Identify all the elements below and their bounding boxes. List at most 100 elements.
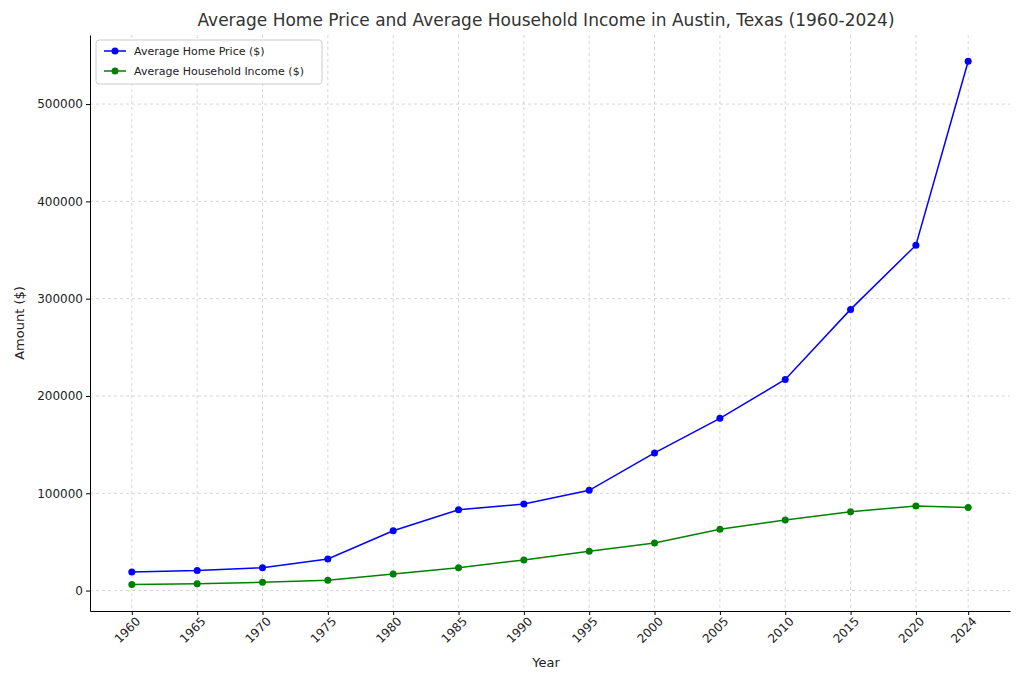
legend: Average Home Price ($) Average Household … xyxy=(96,40,322,84)
series-marker xyxy=(586,487,593,494)
grid-line-x xyxy=(131,35,132,611)
series-marker xyxy=(912,502,919,509)
series-marker xyxy=(324,577,331,584)
series-marker xyxy=(128,581,135,588)
plot-area: 1960 1965 1970 1975 1980 1985 1990 1995 2000 2005… xyxy=(37,35,1010,646)
grid-line-x xyxy=(523,35,524,611)
x-tick: 2015 xyxy=(830,611,861,646)
x-tick: 1965 xyxy=(177,611,208,646)
series-marker xyxy=(194,580,201,587)
y-tick-label: 400000 xyxy=(37,195,83,209)
x-tick-label: 1970 xyxy=(242,614,273,645)
x-tick-label: 1960 xyxy=(112,614,143,645)
legend-label: Average Home Price ($) xyxy=(134,45,265,58)
legend-label: Average Household Income ($) xyxy=(134,65,304,78)
series-marker xyxy=(847,306,854,313)
series-marker xyxy=(716,526,723,533)
grid-line-x xyxy=(589,35,590,611)
grid-line-x xyxy=(327,35,328,611)
series-marker xyxy=(586,548,593,555)
series-marker xyxy=(651,539,658,546)
chart-title: Average Home Price and Average Household… xyxy=(197,10,894,30)
x-tick: 1975 xyxy=(308,611,339,646)
x-tick-label: 1990 xyxy=(504,614,535,645)
y-tick: 200000 xyxy=(37,389,90,403)
x-tick: 2024 xyxy=(948,611,979,646)
y-tick-mark xyxy=(86,201,90,202)
series-marker xyxy=(965,504,972,511)
y-tick: 300000 xyxy=(37,292,90,306)
grid-line-y xyxy=(90,298,1010,299)
grid-line-y xyxy=(90,395,1010,396)
series-marker xyxy=(455,564,462,571)
series-marker xyxy=(782,517,789,524)
grid-line-x xyxy=(197,35,198,611)
series-marker xyxy=(520,500,527,507)
x-tick: 2010 xyxy=(765,611,796,646)
x-tick: 1995 xyxy=(569,611,600,646)
x-tick-label: 1980 xyxy=(373,614,404,645)
x-axis-line xyxy=(91,611,1011,612)
grid-line-x xyxy=(393,35,394,611)
series-marker xyxy=(455,506,462,513)
series-marker xyxy=(259,579,266,586)
x-axis-title: Year xyxy=(531,655,560,670)
y-tick-label: 300000 xyxy=(37,292,83,306)
grid-line-x xyxy=(654,35,655,611)
x-tick-label: 1985 xyxy=(438,614,469,645)
x-tick: 2005 xyxy=(700,611,731,646)
chart: 1960 1965 1970 1975 1980 1985 1990 1995 2000 2005… xyxy=(0,0,1024,683)
x-tick-label: 2020 xyxy=(896,614,927,645)
y-axis-line xyxy=(90,36,91,612)
x-tick-label: 2024 xyxy=(948,614,979,645)
x-tick-label: 2005 xyxy=(700,614,731,645)
y-tick-label: 200000 xyxy=(37,389,83,403)
y-tick-label: 0 xyxy=(75,584,83,598)
x-tick: 1980 xyxy=(373,611,404,646)
grid-line-x xyxy=(968,35,969,611)
grid-line-y xyxy=(90,493,1010,494)
legend-marker xyxy=(112,68,119,75)
y-tick-label: 100000 xyxy=(37,487,83,501)
series-line xyxy=(132,506,968,585)
legend-marker xyxy=(112,48,119,55)
series-marker xyxy=(912,242,919,249)
y-tick: 100000 xyxy=(37,487,90,501)
x-tick: 1985 xyxy=(438,611,469,646)
y-tick: 0 xyxy=(75,584,90,598)
series-marker xyxy=(965,58,972,65)
y-tick-mark xyxy=(86,104,90,105)
y-tick-label: 500000 xyxy=(37,97,83,111)
grid-line-x xyxy=(850,35,851,611)
series-marker xyxy=(390,527,397,534)
y-axis-title: Amount ($) xyxy=(12,286,27,360)
legend-frame xyxy=(96,40,322,84)
series-line xyxy=(132,61,968,572)
x-tick: 2020 xyxy=(896,611,927,646)
series-marker xyxy=(324,555,331,562)
series-marker xyxy=(194,567,201,574)
x-tick-label: 1995 xyxy=(569,614,600,645)
grid-line-x xyxy=(915,35,916,611)
y-tick-mark xyxy=(86,493,90,494)
grid-line-x xyxy=(458,35,459,611)
y-tick-mark xyxy=(86,396,90,397)
y-axis: 0 100000 200000 300000 400000 500000 xyxy=(37,36,90,612)
y-tick: 400000 xyxy=(37,195,90,209)
x-tick-label: 2010 xyxy=(765,614,796,645)
y-tick-mark xyxy=(86,591,90,592)
grid-line-x xyxy=(785,35,786,611)
x-tick: 2000 xyxy=(634,611,665,646)
series-marker xyxy=(847,508,854,515)
x-tick: 1990 xyxy=(504,611,535,646)
x-tick-label: 1965 xyxy=(177,614,208,645)
x-tick-label: 1975 xyxy=(308,614,339,645)
grid-line-x xyxy=(719,35,720,611)
x-tick: 1960 xyxy=(112,611,143,646)
x-axis: 1960 1965 1970 1975 1980 1985 1990 1995 2000 2005… xyxy=(91,611,1011,646)
series-marker xyxy=(651,449,658,456)
grid xyxy=(90,35,1010,611)
y-tick-mark xyxy=(86,299,90,300)
x-tick-label: 2000 xyxy=(634,614,665,645)
x-tick-label: 2015 xyxy=(830,614,861,645)
